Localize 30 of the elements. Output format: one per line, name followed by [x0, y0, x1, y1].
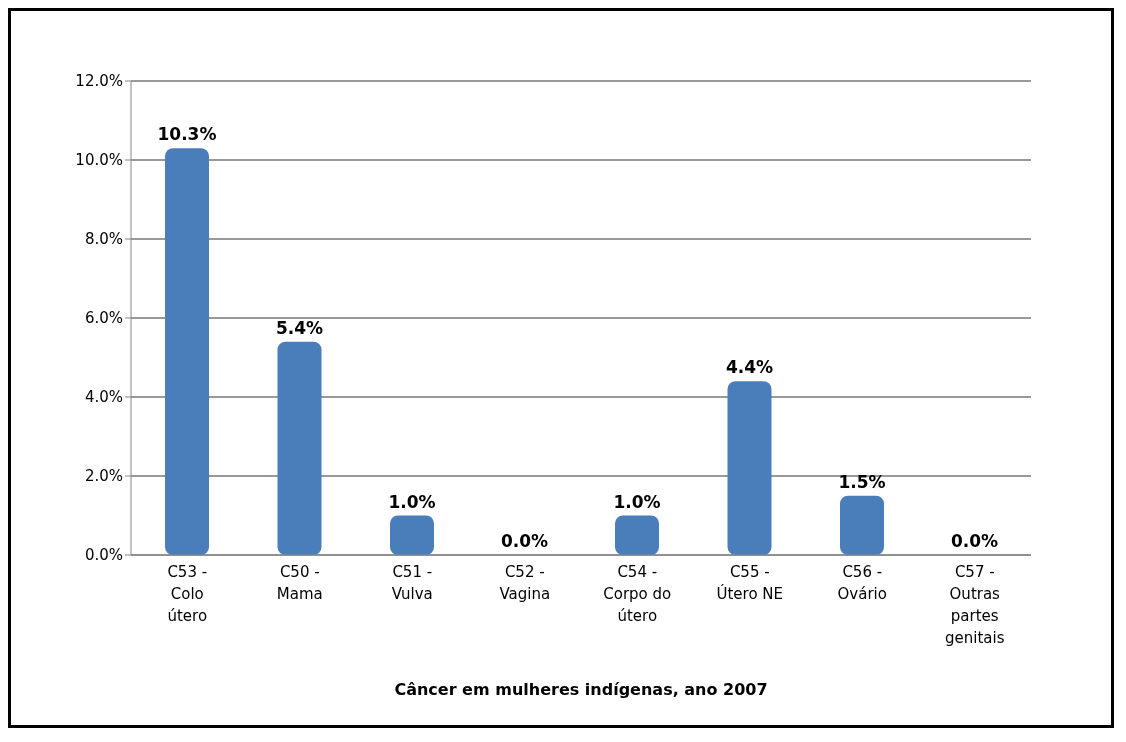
- x-axis-title: Câncer em mulheres indígenas, ano 2007: [394, 680, 768, 699]
- x-tick-label: C51 - Vulva: [391, 563, 433, 603]
- y-tick-label: 2.0%: [84, 467, 123, 486]
- data-label: 1.0%: [613, 491, 661, 512]
- x-tick-label: C57 - Outras partes genitais: [945, 563, 1005, 647]
- x-tick-label: C53 - Colo útero: [167, 563, 208, 625]
- y-tick-label: 4.0%: [84, 388, 123, 407]
- y-tick-label: 12.0%: [75, 72, 123, 91]
- y-tick-label: 0.0%: [84, 546, 123, 565]
- bar: [277, 341, 322, 555]
- data-label: 0.0%: [950, 531, 999, 551]
- y-tick-label: 10.0%: [75, 151, 123, 170]
- bar: [840, 495, 884, 555]
- bar: [727, 381, 772, 555]
- data-label: 1.0%: [388, 491, 436, 512]
- x-tick-label: C54 - Corpo do útero: [603, 563, 672, 625]
- data-label: 5.4%: [275, 317, 324, 338]
- bar: [390, 515, 434, 555]
- y-tick-label: 6.0%: [84, 309, 123, 328]
- data-label: 0.0%: [500, 531, 549, 551]
- x-tick-label: C56 - Ovário: [837, 563, 887, 603]
- x-tick-label: C55 - Útero NE: [716, 563, 784, 603]
- bar: [165, 148, 209, 555]
- x-tick-label: C52 - Vagina: [499, 563, 551, 603]
- x-tick-label: C50 - Mama: [276, 563, 323, 603]
- bar: [615, 515, 659, 555]
- y-tick-label: 8.0%: [84, 230, 123, 249]
- data-label: 1.5%: [838, 471, 886, 492]
- data-label: 10.3%: [157, 124, 217, 145]
- data-label: 4.4%: [725, 357, 774, 378]
